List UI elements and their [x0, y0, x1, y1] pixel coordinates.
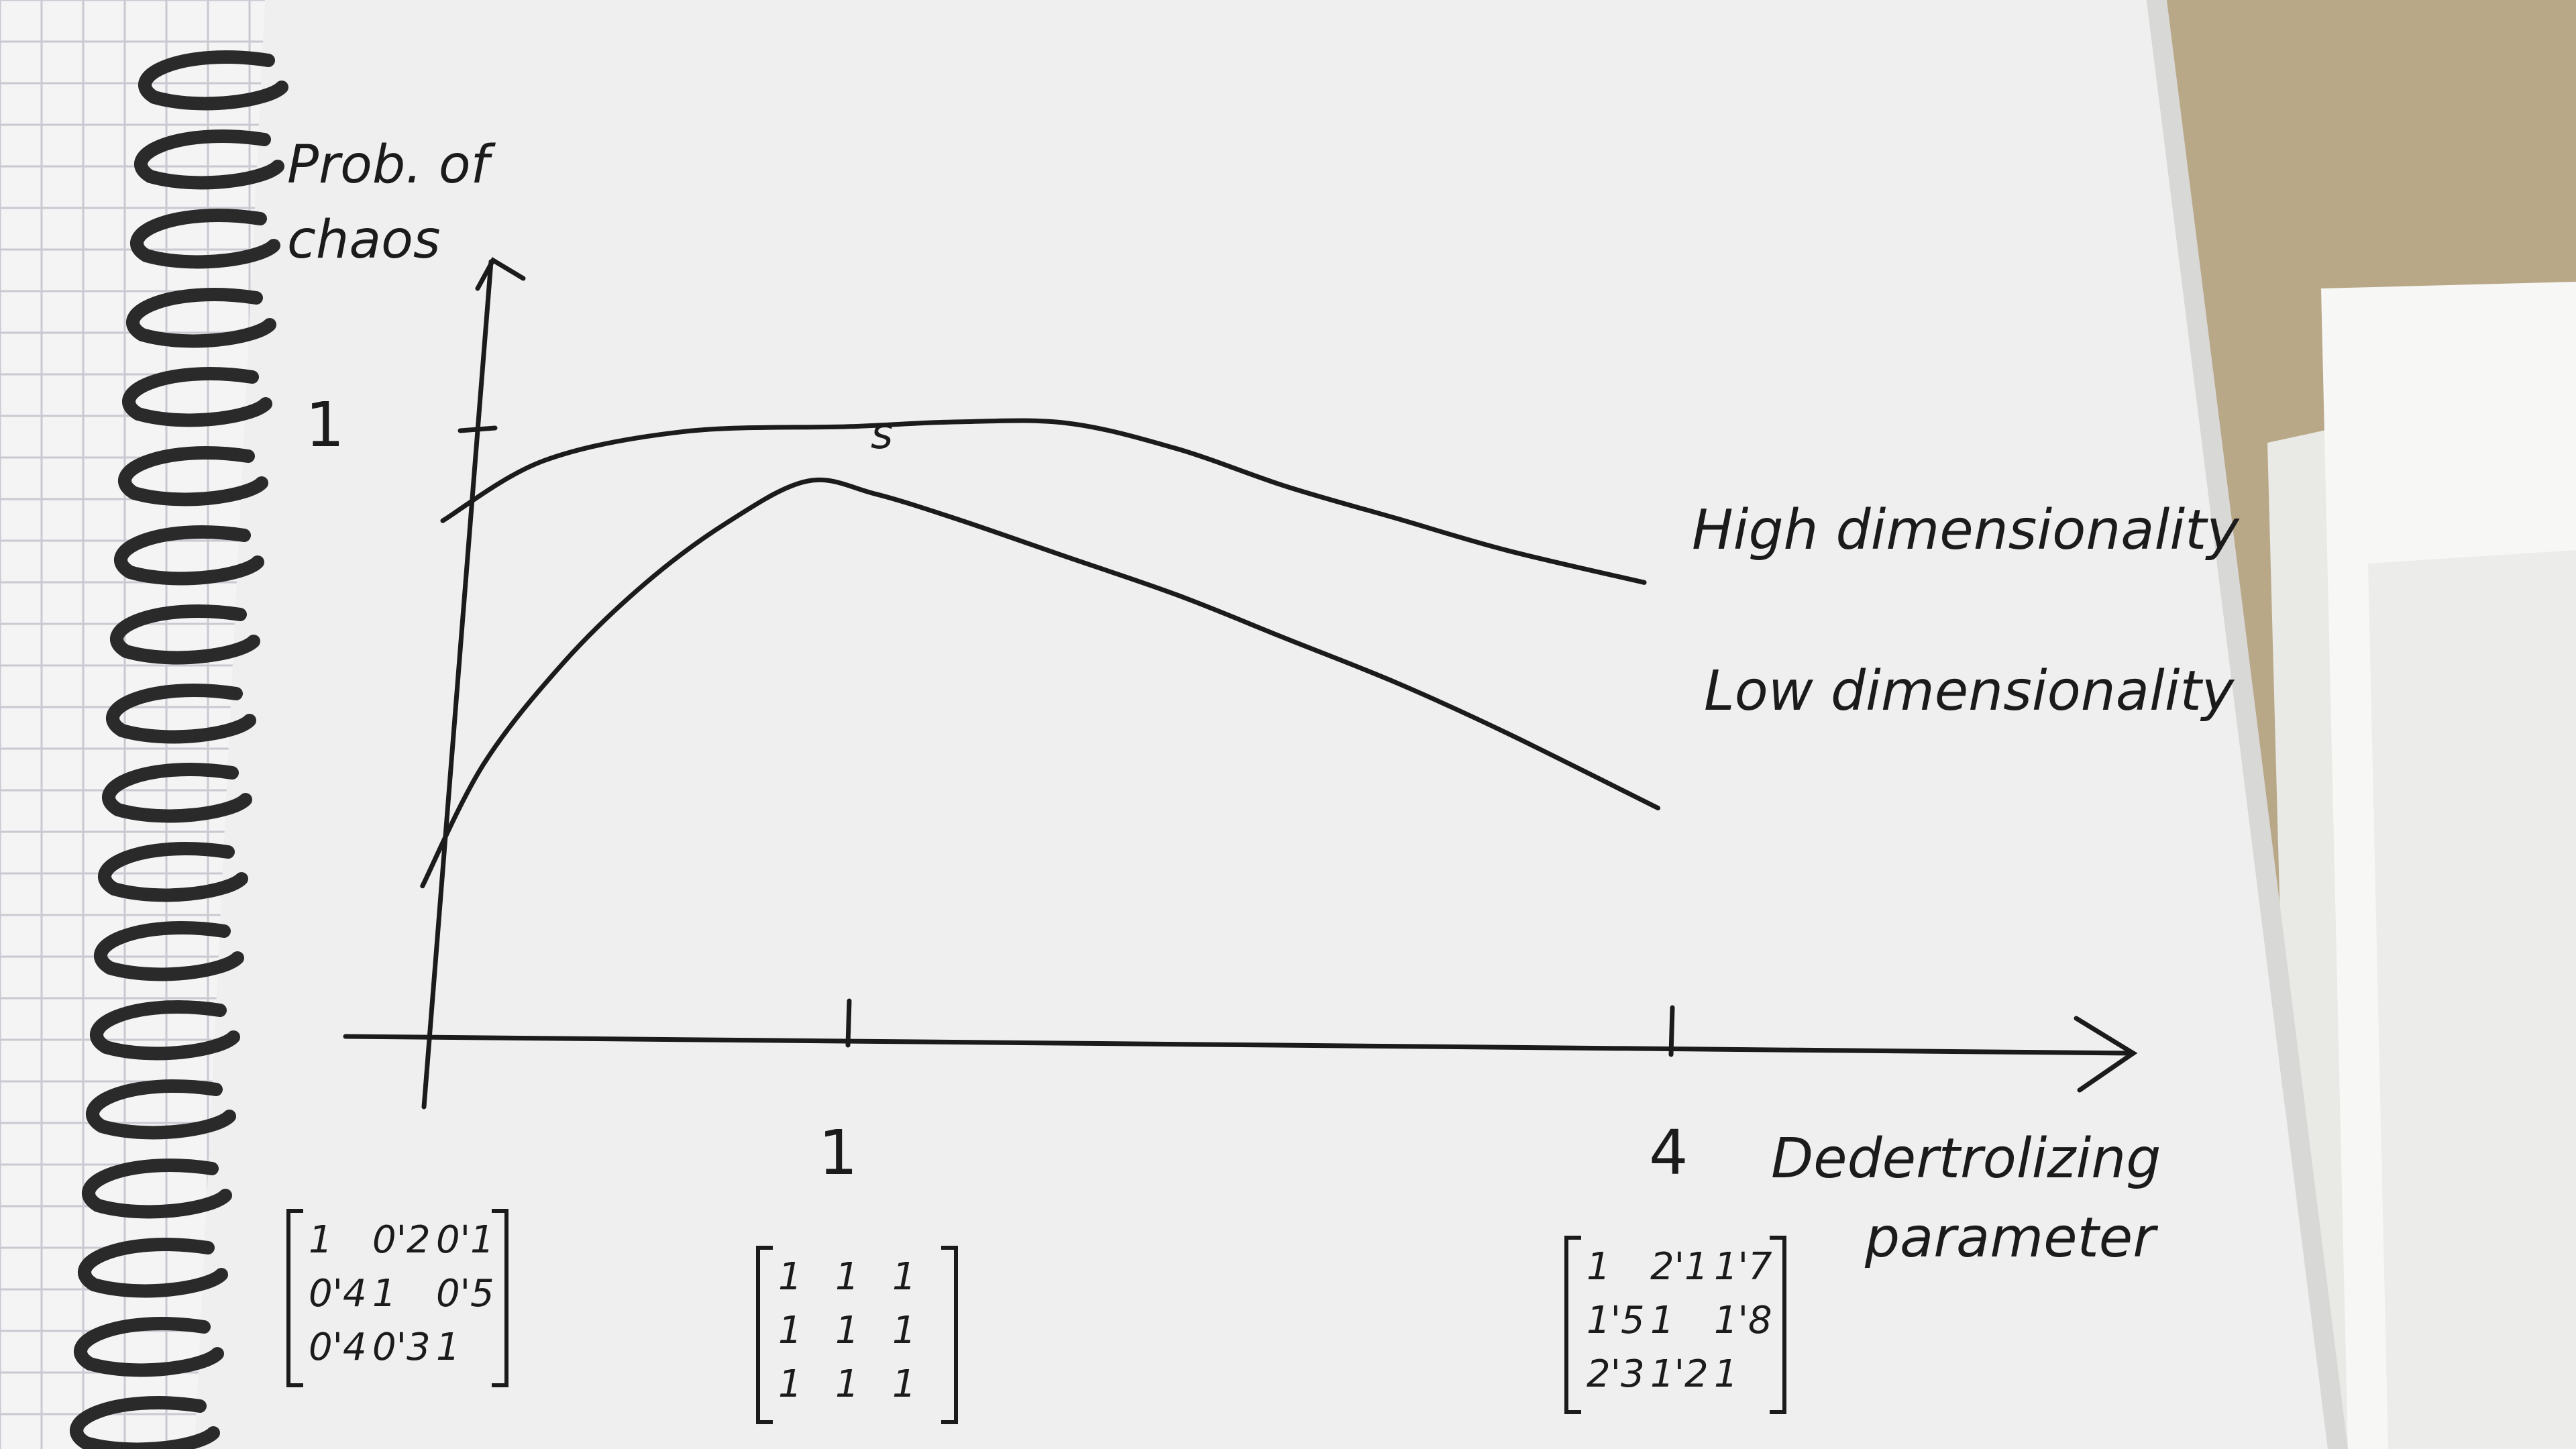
matrix-cell: 1'5	[1587, 1299, 1645, 1342]
matrix-cell: 1	[372, 1272, 396, 1316]
matrix-cell: 1'8	[1714, 1299, 1772, 1342]
matrix-cell: 0'1	[436, 1218, 494, 1262]
y-axis	[421, 259, 494, 1110]
spiral-coil	[82, 1159, 232, 1219]
spiral-coil	[98, 842, 248, 902]
y-axis-label-line: chaos	[287, 210, 440, 270]
x-tick-4	[1668, 1005, 1675, 1057]
matrix-cell: 1'7	[1714, 1245, 1772, 1289]
matrix-cell: 2'1	[1650, 1245, 1709, 1289]
y-axis-label-line: Prob. of	[287, 135, 496, 195]
matrix-cell: 1	[309, 1218, 333, 1262]
matrix-at-x-0: 1 0'2 0'10'4 1 0'50'4 0'3 1	[286, 1209, 508, 1387]
matrix-cell: 1	[778, 1255, 802, 1299]
matrix-cell: 1	[436, 1326, 460, 1369]
matrix-cell: 1	[835, 1255, 859, 1299]
x-axis-label-line: Dedertrolizing	[1771, 1127, 2161, 1191]
y-axis-label: Prob. of chaos	[287, 135, 496, 270]
peak-mark: s	[871, 409, 893, 459]
series-low-dimensionality	[420, 477, 1661, 889]
matrix-cell: 1	[835, 1362, 859, 1406]
y-tick-label-1: 1	[305, 389, 345, 461]
spiral-coil	[106, 684, 256, 744]
matrix-cell: 1	[892, 1255, 916, 1299]
axes	[343, 257, 2138, 1110]
legend-high-dimensionality: High dimensionality	[1692, 498, 2240, 562]
x-tick-1	[845, 998, 852, 1048]
spiral-coil	[130, 209, 280, 269]
paper-stack-right	[2267, 282, 2576, 1449]
x-axis	[343, 1034, 2136, 1056]
legend-low-dimensionality: Low dimensionality	[1704, 659, 2235, 723]
x-tick-label-1: 1	[818, 1117, 858, 1189]
matrix-cell: 1	[1650, 1299, 1674, 1342]
matrix-cell: 1	[835, 1309, 859, 1352]
x-axis-label-line: parameter	[1864, 1206, 2158, 1270]
spiral-coil	[70, 1396, 220, 1449]
spiral-coil	[90, 1000, 240, 1061]
matrix-cell: 1'2	[1650, 1352, 1709, 1396]
matrix-cell: 2'3	[1587, 1352, 1645, 1396]
matrix-cell: 1	[778, 1362, 802, 1406]
spiral-coil	[74, 1317, 224, 1377]
matrix-left-bracket	[1564, 1236, 1581, 1414]
spiral-coil	[126, 288, 276, 348]
matrix-left-bracket	[756, 1246, 773, 1424]
matrix-cell: 1	[1587, 1245, 1611, 1289]
spiral-coil	[78, 1238, 228, 1298]
spiral-coil	[118, 446, 268, 506]
y-tick-1	[458, 425, 498, 433]
spiral-coil	[114, 525, 264, 586]
matrix-cell: 1	[892, 1362, 916, 1406]
matrix-cell: 0'5	[436, 1272, 494, 1316]
y-axis-arrowhead	[475, 257, 526, 291]
matrix-cell: 0'2	[372, 1218, 431, 1262]
matrix-at-x-4: 1 2'1 1'71'5 1 1'82'3 1'2 1	[1564, 1236, 1786, 1414]
x-tick-label-4: 4	[1649, 1117, 1688, 1189]
matrix-cell: 1	[778, 1309, 802, 1352]
matrix-right-bracket	[1770, 1236, 1786, 1414]
spiral-coil	[134, 129, 284, 190]
spiral-coil	[102, 763, 252, 823]
spiral-coil	[110, 604, 260, 665]
series-high-dimensionality	[440, 418, 1647, 585]
spiral-coil	[122, 367, 272, 427]
x-axis-arrowhead	[2074, 1016, 2138, 1093]
matrix-left-bracket	[286, 1209, 303, 1387]
matrix-at-x-1: 1 1 11 1 11 1 1	[756, 1246, 958, 1424]
matrix-cell: 0'4	[309, 1326, 367, 1369]
notebook-spiral	[70, 50, 288, 1449]
matrix-right-bracket	[492, 1209, 508, 1387]
spiral-coil	[94, 921, 244, 981]
matrix-cell: 0'4	[309, 1272, 367, 1316]
matrix-right-bracket	[941, 1246, 958, 1424]
matrix-cell: 1	[1714, 1352, 1738, 1396]
paper-edge-shadow	[2147, 0, 2348, 1449]
paper-sheet	[195, 0, 2328, 1449]
spiral-coil	[138, 50, 288, 111]
x-axis-label: Dedertrolizing parameter	[1771, 1127, 2161, 1270]
spiral-coil	[86, 1079, 236, 1140]
matrix-cell: 1	[892, 1309, 916, 1352]
matrix-cell: 0'3	[372, 1326, 431, 1369]
